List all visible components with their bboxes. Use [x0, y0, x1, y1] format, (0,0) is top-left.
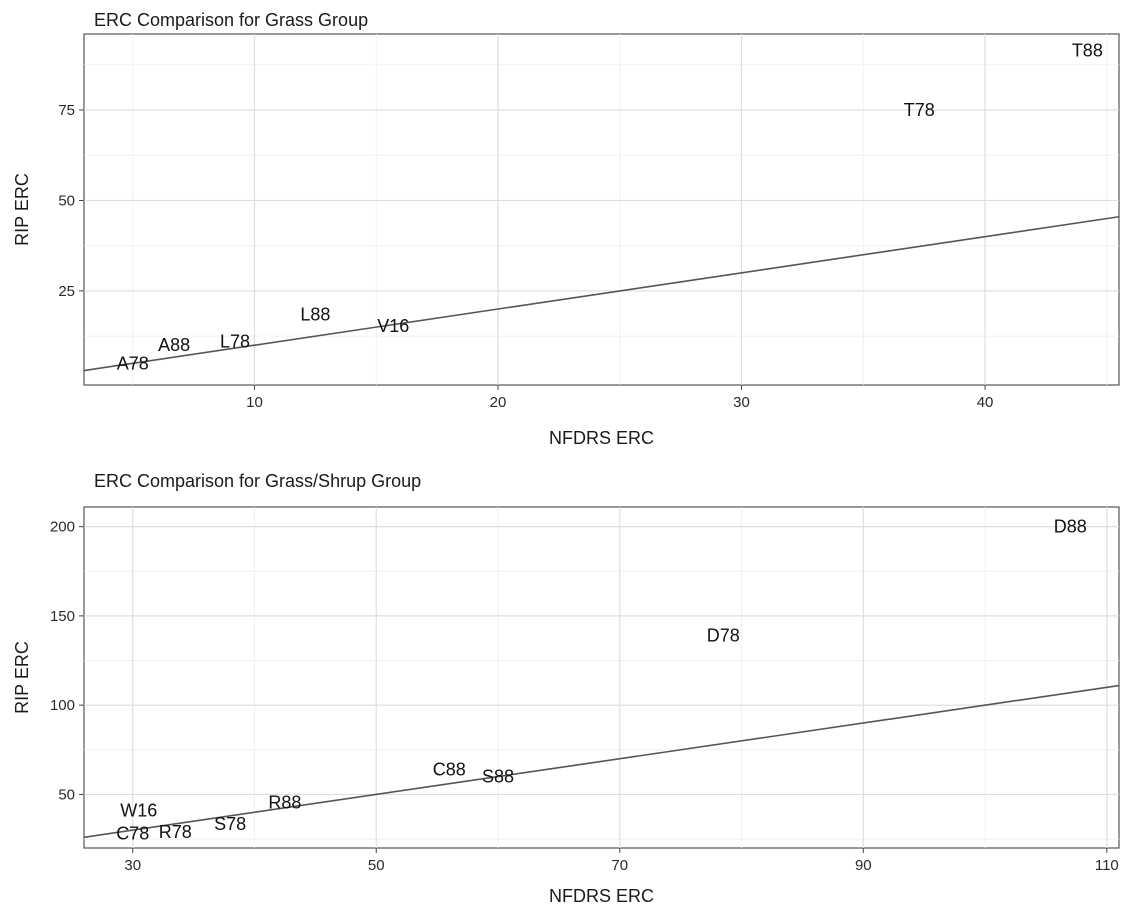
gridlines [84, 34, 1119, 385]
y-tick-label: 50 [58, 786, 75, 803]
point-label-t88: T88 [1072, 40, 1103, 60]
plot-panel [83, 506, 1120, 849]
point-label-d78: D78 [707, 626, 740, 646]
point-label-r88: R88 [268, 792, 301, 812]
reference-line [84, 215, 1119, 372]
point-label-c78: C78 [116, 824, 149, 844]
point-label-t78: T78 [904, 100, 935, 120]
chart-title: ERC Comparison for Grass/Shrup Group [94, 471, 421, 491]
point-label-s78: S78 [214, 814, 246, 834]
point-label-w16: W16 [120, 801, 157, 821]
chart-title: ERC Comparison for Grass Group [94, 10, 368, 30]
x-tick-label: 40 [977, 394, 994, 411]
gridlines [84, 507, 1119, 848]
y-axis-title: RIP ERC [12, 641, 32, 714]
x-tick-label: 110 [1095, 857, 1119, 874]
point-label-a88: A88 [158, 335, 190, 355]
x-tick-label: 30 [124, 857, 141, 874]
point-label-s88: S88 [482, 767, 514, 787]
x-tick-label: 90 [855, 857, 872, 874]
x-axis-title: NFDRS ERC [549, 428, 654, 448]
point-label-c88: C88 [433, 759, 466, 779]
y-tick-label: 150 [50, 608, 75, 625]
point-label-d88: D88 [1054, 517, 1087, 537]
x-tick-label: 70 [611, 857, 628, 874]
x-tick-label: 20 [490, 394, 507, 411]
point-label-r78: R78 [159, 822, 192, 842]
y-tick-label: 100 [50, 697, 75, 714]
reference-line [84, 684, 1119, 839]
point-label-a78: A78 [117, 353, 149, 373]
x-tick-label: 50 [368, 857, 385, 874]
x-tick-label: 30 [733, 394, 750, 411]
y-tick-label: 200 [50, 519, 75, 536]
point-label-l78: L78 [220, 332, 250, 352]
x-tick-label: 10 [246, 394, 263, 411]
y-axis-title: RIP ERC [12, 173, 32, 246]
y-tick-label: 75 [58, 102, 75, 119]
plot-panel [83, 33, 1120, 386]
point-label-l88: L88 [300, 304, 330, 324]
chart-1: A78 A88 L78 L88 V16 T78 T88 10 20 30 40 25 50 75 ERC C… [12, 10, 1120, 448]
y-tick-label: 50 [58, 192, 75, 209]
y-tick-label: 25 [58, 283, 75, 300]
point-label-v16: V16 [377, 316, 409, 336]
x-axis-title: NFDRS ERC [549, 886, 654, 906]
